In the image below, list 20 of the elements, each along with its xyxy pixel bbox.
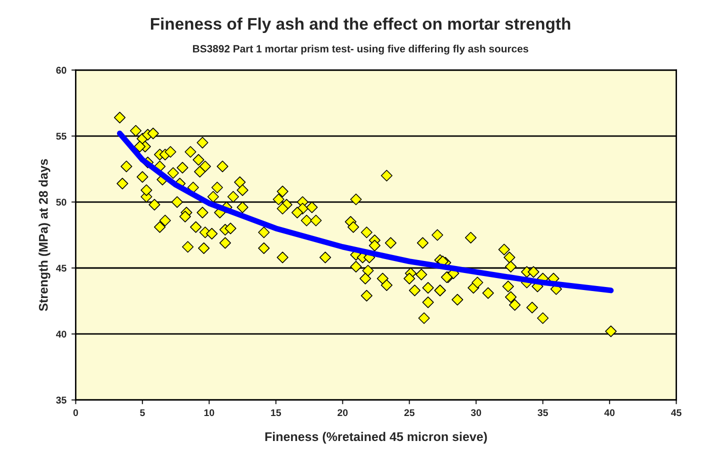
x-tick-label: 45 <box>671 409 682 416</box>
x-tick-label: 15 <box>271 409 282 416</box>
x-tick-label: 5 <box>140 409 145 416</box>
x-tick-label: 0 <box>73 409 78 416</box>
y-tick-label: 40 <box>56 330 66 338</box>
y-tick-label: 50 <box>56 198 66 206</box>
y-tick-label: 60 <box>56 66 66 74</box>
x-tick-label: 20 <box>338 409 348 416</box>
x-axis-title: Fineness (%retained 45 micron sieve) <box>265 432 487 444</box>
x-tick-label: 10 <box>204 409 214 416</box>
chart-title: Fineness of Fly ash and the effect on mortar strength <box>150 17 570 34</box>
x-tick-label: 25 <box>404 409 415 416</box>
chart-subtitle: BS3892 Part 1 mortar prism test- using five differing fly ash sources <box>193 44 528 55</box>
x-tick-label: 40 <box>604 409 615 416</box>
y-tick-label: 45 <box>56 264 66 272</box>
x-tick-label: 30 <box>470 409 482 416</box>
y-tick-label: 35 <box>56 396 66 404</box>
x-tick-label: 35 <box>538 409 548 416</box>
y-tick-label: 55 <box>56 132 66 140</box>
y-axis-title: Strength (MPa) at 28 days <box>38 159 50 312</box>
